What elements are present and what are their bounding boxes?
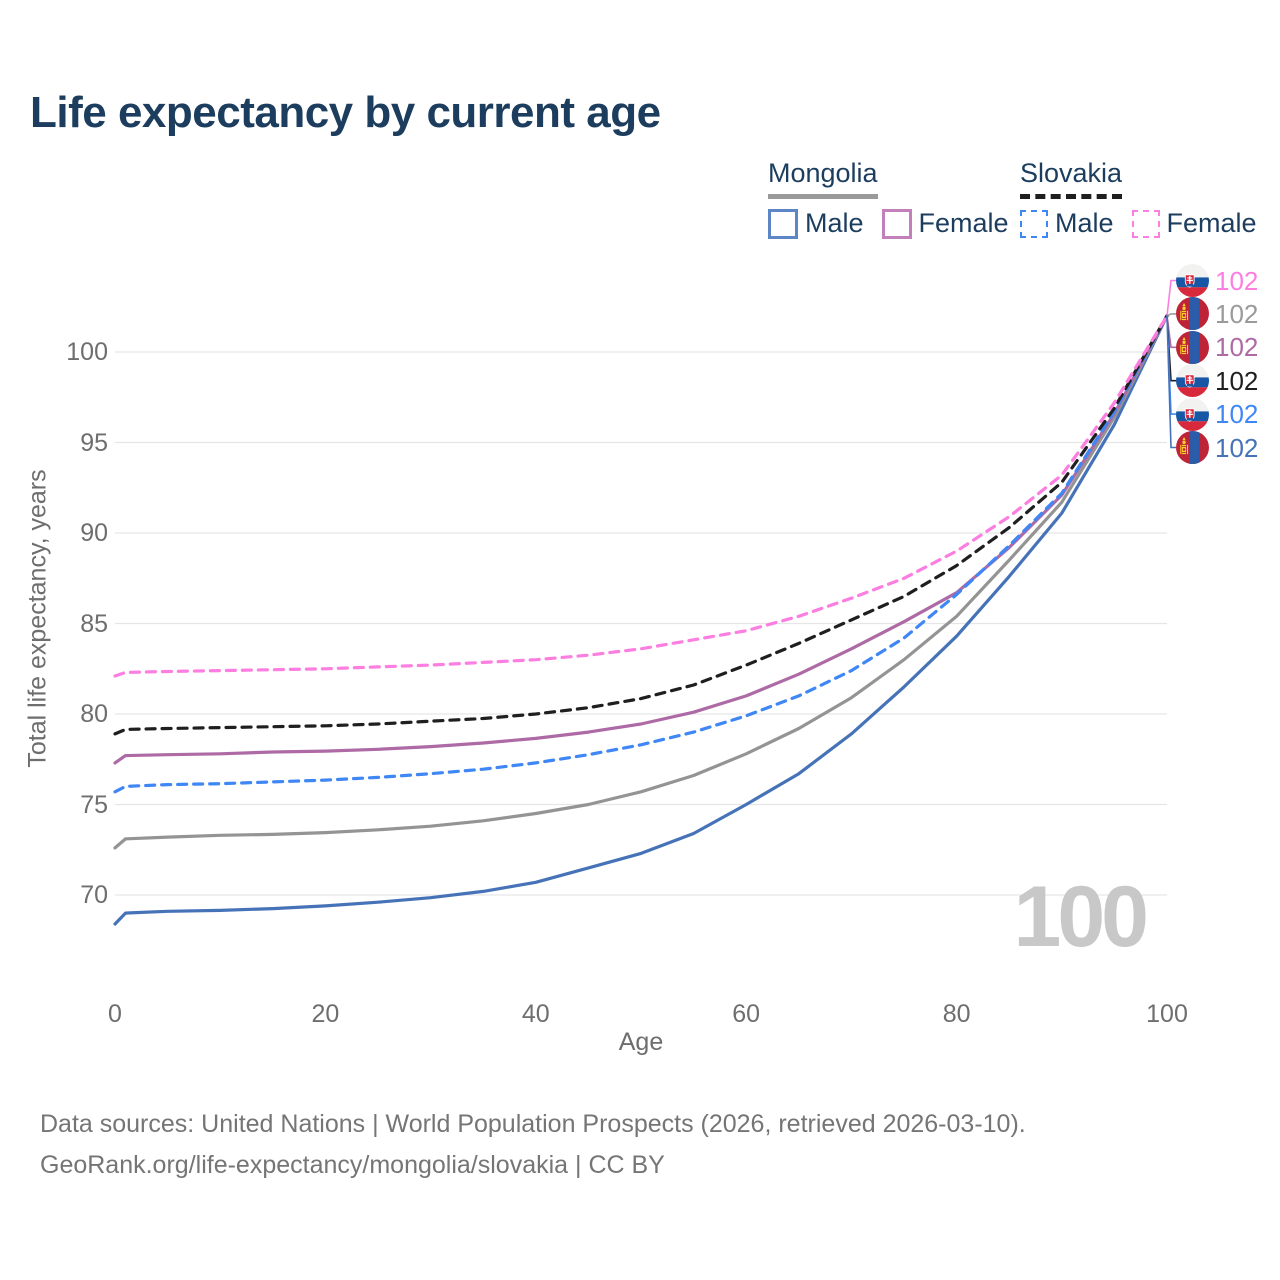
y-tick-label: 95 <box>80 428 108 457</box>
hovered-age-watermark: 100 <box>1013 869 1150 965</box>
leader-line <box>1166 315 1176 449</box>
x-tick-label: 40 <box>521 1000 550 1028</box>
end-value-label: 102 <box>1215 265 1259 296</box>
end-value-label: 102 <box>1215 365 1259 396</box>
mongolia-flag-icon <box>1176 431 1209 464</box>
legend-item-slovakia-female[interactable]: Female <box>1131 208 1257 239</box>
leader-line <box>1166 313 1176 317</box>
mongolia-female-swatch-icon <box>881 208 912 239</box>
end-value-label: 102 <box>1215 399 1259 430</box>
y-tick-label: 90 <box>80 519 108 547</box>
footer-sources-line: Data sources: United Nations | World Pop… <box>40 1110 1026 1138</box>
end-value-label: 102 <box>1215 332 1259 363</box>
legend-item-mongolia-male[interactable]: Male <box>768 208 864 239</box>
legend-header-slovakia[interactable]: Slovakia <box>1020 158 1123 199</box>
slovakia-flag-icon <box>1176 264 1209 297</box>
series-line-slovakia-both-sexes[interactable] <box>113 314 1169 736</box>
legend-item-slovakia-male[interactable]: Male <box>1020 208 1114 239</box>
legend-item-label: Male <box>1055 208 1114 238</box>
mongolia-male-swatch-icon <box>768 208 798 239</box>
y-tick-label: 70 <box>80 881 108 909</box>
y-tick-label: 85 <box>80 609 108 638</box>
y-tick-label: 80 <box>80 700 108 728</box>
mongolia-flag-icon <box>1176 297 1209 331</box>
footer-link-line[interactable]: GeoRank.org/life-expectancy/mongolia/slo… <box>40 1151 665 1179</box>
y-tick-label: 75 <box>80 790 108 819</box>
series-line-mongolia-female[interactable] <box>113 314 1169 765</box>
legend-group-slovakia: Slovakia Male Female <box>1020 158 1257 239</box>
x-tick-label: 0 <box>108 1000 122 1028</box>
x-tick-label: 20 <box>311 1000 340 1028</box>
series-line-slovakia-female[interactable] <box>113 314 1169 678</box>
legend-item-label: Female <box>1166 208 1257 238</box>
mongolia-flag-icon <box>1176 330 1209 364</box>
x-tick-label: 100 <box>1146 1000 1188 1028</box>
series-line-mongolia-male[interactable] <box>113 314 1169 926</box>
x-tick-label: 80 <box>942 1000 971 1028</box>
page-title: Life expectancy by current age <box>30 88 661 137</box>
slovakia-female-swatch-icon <box>1131 209 1160 238</box>
series-line-mongolia-both-sexes[interactable] <box>113 314 1169 850</box>
series-line-slovakia-male[interactable] <box>113 314 1169 794</box>
y-tick-label: 100 <box>66 338 108 366</box>
slovakia-flag-icon <box>1176 397 1209 431</box>
x-tick-label: 60 <box>732 1000 761 1028</box>
end-value-label: 102 <box>1215 432 1259 463</box>
legend-group-mongolia: Mongolia Male Female <box>768 158 1009 239</box>
footer-note: Data sources: United Nations | World Pop… <box>40 1104 1240 1186</box>
legend-item-label: Female <box>918 208 1009 238</box>
legend-header-mongolia[interactable]: Mongolia <box>768 158 878 199</box>
legend-item-label: Male <box>805 208 864 238</box>
end-value-label: 102 <box>1215 298 1259 329</box>
slovakia-male-swatch-icon <box>1020 209 1048 238</box>
slovakia-flag-icon <box>1176 364 1209 398</box>
leader-line <box>1166 279 1176 316</box>
legend-item-mongolia-female[interactable]: Female <box>881 208 1009 239</box>
x-axis-title: Age <box>618 1028 664 1056</box>
